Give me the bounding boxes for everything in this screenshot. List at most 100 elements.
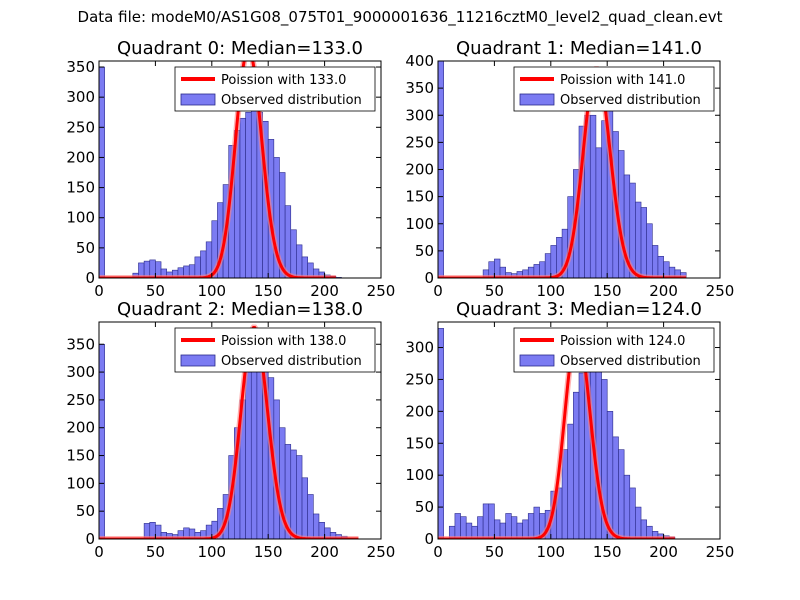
histogram-bar — [296, 455, 303, 539]
histogram-bar — [618, 449, 625, 539]
histogram-bar — [245, 111, 252, 278]
y-tick-label: 150 — [405, 434, 434, 452]
histogram-bar — [301, 477, 308, 539]
legend-bar-swatch — [519, 354, 555, 367]
y-tick-label: 250 — [66, 391, 95, 409]
x-tick-label: 150 — [254, 543, 283, 561]
legend: Poission with 141.0 Observed distribution — [513, 66, 715, 112]
y-tick-label: 150 — [66, 447, 95, 465]
histogram-bar — [488, 503, 495, 539]
legend-label-poisson: Poission with 141.0 — [560, 73, 685, 88]
x-tick-label: 200 — [649, 543, 678, 561]
y-tick-label: 250 — [405, 370, 434, 388]
histogram-bar — [652, 245, 659, 278]
x-tick-label: 250 — [367, 543, 396, 561]
x-tick-label: 100 — [197, 543, 226, 561]
y-tick-label: 50 — [76, 502, 95, 520]
histogram-bar — [307, 494, 314, 539]
axes-frame — [98, 60, 382, 279]
x-tick-label: 0 — [94, 282, 104, 300]
quadrant-plot-1: Quadrant 1: Median=141.0 0 50 100 150 200 250 0… — [405, 38, 734, 300]
y-tick-label: 350 — [66, 335, 95, 353]
y-tick-label: 150 — [405, 188, 434, 206]
legend-label-observed: Observed distribution — [221, 354, 362, 369]
y-tick-label: 300 — [405, 339, 434, 357]
y-tick-label: 300 — [405, 106, 434, 124]
legend-label-poisson: Poission with 124.0 — [560, 334, 685, 349]
histogram-bar — [290, 229, 297, 278]
x-tick-label: 0 — [433, 282, 443, 300]
x-tick-label: 200 — [649, 282, 678, 300]
y-tick-label: 300 — [66, 363, 95, 381]
histogram-bar — [301, 256, 308, 278]
histogram-bar — [460, 516, 467, 539]
legend: Poission with 133.0 Observed distribution — [174, 66, 376, 112]
plot-title: Quadrant 3: Median=124.0 — [456, 299, 702, 320]
x-tick-label: 200 — [310, 543, 339, 561]
poisson-curve — [438, 67, 687, 278]
plot-title: Quadrant 0: Median=133.0 — [117, 38, 363, 59]
y-tick-label: 50 — [415, 242, 434, 260]
x-tick-label: 250 — [367, 282, 396, 300]
legend-bar-swatch — [519, 93, 555, 106]
x-tick-label: 50 — [485, 282, 504, 300]
histogram-bar — [482, 503, 490, 539]
histogram-bar — [245, 371, 252, 539]
legend: Poission with 124.0 Observed distribution — [513, 327, 715, 373]
y-tick-label: 250 — [405, 133, 434, 151]
x-tick-label: 0 — [433, 543, 443, 561]
histogram-bar — [635, 506, 642, 539]
y-tick-label: 100 — [66, 209, 95, 227]
histogram-bar — [567, 423, 574, 539]
histogram-bar — [477, 516, 484, 539]
histogram-bar — [438, 328, 444, 539]
legend-label-poisson: Poission with 133.0 — [221, 73, 346, 88]
histogram-bar — [250, 107, 258, 278]
axes-frame — [98, 321, 382, 540]
histogram-bar — [533, 506, 540, 539]
x-tick-label: 0 — [94, 543, 104, 561]
y-tick-label: 250 — [66, 118, 95, 136]
histogram-bar — [99, 66, 105, 278]
x-tick-label: 150 — [254, 282, 283, 300]
y-tick-label: 350 — [405, 79, 434, 97]
histogram-bar — [550, 245, 557, 278]
histogram-bar — [527, 513, 535, 539]
histogram-bar — [313, 513, 320, 539]
histogram-bar — [544, 253, 552, 278]
y-tick-label: 50 — [76, 239, 95, 257]
histogram-bar — [646, 223, 653, 278]
histogram-bar — [635, 201, 642, 278]
x-tick-label: 150 — [593, 282, 622, 300]
y-tick-label: 0 — [85, 269, 95, 287]
y-tick-label: 400 — [405, 52, 434, 70]
histogram-bar — [511, 516, 518, 539]
histogram-bars — [99, 343, 348, 539]
legend-bar-swatch — [180, 93, 216, 106]
y-tick-label: 200 — [405, 161, 434, 179]
y-tick-label: 0 — [424, 269, 434, 287]
y-tick-label: 200 — [66, 148, 95, 166]
x-tick-label: 100 — [536, 543, 565, 561]
histogram-bar — [454, 513, 461, 539]
histogram-bar — [573, 391, 580, 539]
histogram-bar — [657, 255, 664, 278]
y-tick-label: 300 — [66, 88, 95, 106]
axes-frame — [437, 321, 721, 540]
x-tick-label: 250 — [706, 282, 735, 300]
histogram-bar — [595, 147, 602, 278]
quadrant-plot-3: Quadrant 3: Median=124.0 0 50 100 150 200 250 0… — [405, 299, 734, 561]
y-tick-label: 350 — [66, 58, 95, 76]
x-tick-label: 200 — [310, 282, 339, 300]
y-tick-label: 50 — [415, 498, 434, 516]
histogram-bar — [284, 205, 292, 278]
histogram-bar — [250, 355, 258, 539]
histogram-bar — [612, 436, 619, 539]
histogram-bar — [561, 449, 569, 539]
histogram-bar — [505, 513, 512, 539]
histogram-bar — [239, 117, 246, 278]
y-tick-label: 200 — [66, 419, 95, 437]
x-tick-label: 50 — [146, 282, 165, 300]
